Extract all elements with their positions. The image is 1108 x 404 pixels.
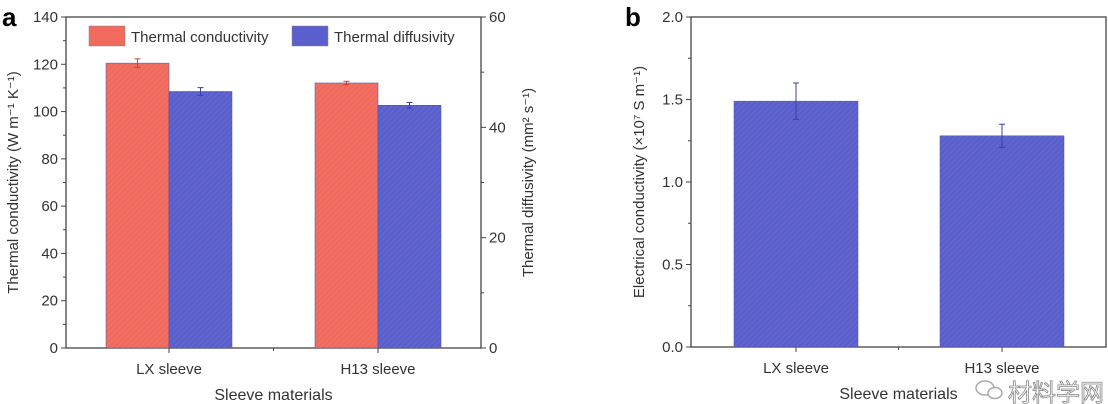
y2-tick-label: 40 xyxy=(489,119,506,136)
y2-tick-label: 20 xyxy=(489,230,506,247)
wechat-icon xyxy=(975,380,1003,400)
y-tick-label: 2.0 xyxy=(662,9,683,26)
x-tick-label: LX sleeve xyxy=(136,361,202,378)
legend-swatch xyxy=(291,25,329,47)
y-tick-label: 60 xyxy=(41,198,58,215)
y-tick-label: 120 xyxy=(33,56,58,73)
y2-axis-label: Thermal diffusivity (mm² s⁻¹) xyxy=(520,88,537,277)
bar-hatch xyxy=(940,135,1064,347)
panel-label-a: a xyxy=(2,2,17,32)
y-tick-label: 20 xyxy=(41,293,58,310)
y-tick-label: 100 xyxy=(33,104,58,121)
x-tick-label: LX sleeve xyxy=(763,360,829,377)
y-tick-label: 0 xyxy=(50,340,58,357)
y-tick-label: 0.0 xyxy=(662,339,683,356)
bar-hatch xyxy=(169,91,232,348)
watermark-text: 材料学网 xyxy=(1008,380,1104,404)
legend-swatch xyxy=(88,25,126,47)
y-tick-label: 0.5 xyxy=(662,257,683,274)
y-axis-label: Thermal conductivity (W m⁻¹ K⁻¹) xyxy=(5,71,22,294)
legend-label: Thermal conductivity xyxy=(131,29,269,46)
bar-hatch xyxy=(315,82,378,349)
bar-hatch xyxy=(734,101,858,348)
panel-a: a 0 20 40 60 80 100 120 140 0 20 40 60 Thermal diffu… xyxy=(2,2,537,404)
bar-hatch xyxy=(378,105,441,349)
y-tick-label: 80 xyxy=(41,151,58,168)
y2-tick-label: 0 xyxy=(489,340,497,357)
panel-b: b 0.0 0.5 1.0 1.5 2.0 Electrical conductivity… xyxy=(625,2,1107,403)
legend-label: Thermal diffusivity xyxy=(334,29,455,46)
x-tick-label: H13 sleeve xyxy=(340,361,415,378)
x-axis-label: Sleeve materials xyxy=(839,386,957,403)
y-tick-label: 1.5 xyxy=(662,92,683,109)
y-tick-label: 40 xyxy=(41,245,58,262)
x-axis-label: Sleeve materials xyxy=(214,387,332,404)
watermark: 材料学网 xyxy=(975,380,1104,404)
y2-tick-label: 60 xyxy=(489,9,506,26)
panel-label-b: b xyxy=(625,2,641,32)
y-tick-label: 140 xyxy=(33,9,58,26)
bar-hatch xyxy=(106,63,169,348)
y-tick-label: 1.0 xyxy=(662,174,683,191)
y-axis-label: Electrical conductivity (×10⁷ S m⁻¹) xyxy=(631,66,648,298)
x-tick-label: H13 sleeve xyxy=(964,360,1039,377)
